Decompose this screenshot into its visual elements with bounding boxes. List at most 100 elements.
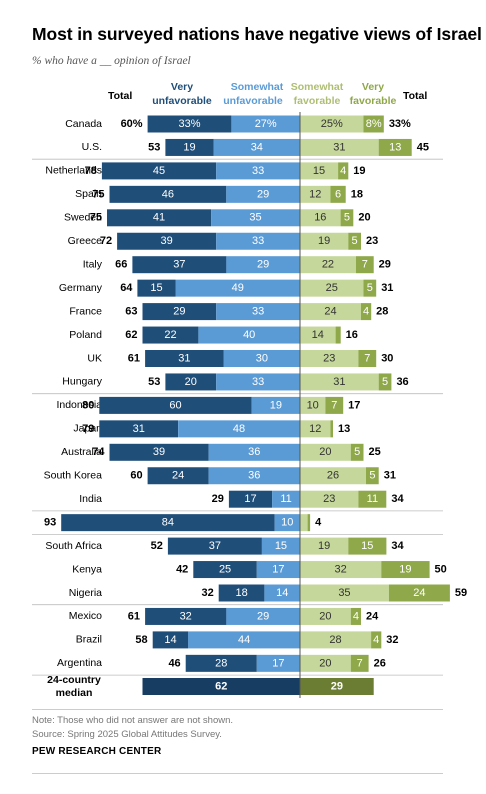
bar-somewhat-favorable	[300, 490, 359, 508]
value-label-very-unfavorable: 28	[215, 657, 227, 669]
footer-rule-bottom	[32, 773, 443, 774]
bar-somewhat-unfavorable	[223, 350, 300, 367]
total-unfavorable-germany: 64	[120, 282, 133, 294]
value-label-somewhat-favorable: 28	[329, 634, 341, 646]
total-unfavorable-u-s-: 53	[148, 141, 160, 153]
value-label-very-unfavorable: 45	[153, 165, 165, 177]
bar-median-unfavorable	[142, 678, 300, 695]
total-favorable-mexico: 24	[366, 610, 379, 622]
value-label-somewhat-unfavorable: 35	[249, 212, 261, 224]
country-label-south-korea: South Korea	[44, 470, 103, 482]
country-label-italy: Italy	[83, 258, 103, 270]
value-label-median-unfavorable: 62	[215, 680, 227, 692]
bar-somewhat-unfavorable	[188, 631, 300, 649]
bar-somewhat-favorable	[300, 232, 349, 250]
bar-very-unfavorable	[228, 490, 273, 508]
bar-very-favorable	[325, 396, 344, 414]
value-label-somewhat-unfavorable: 17	[272, 657, 284, 669]
bar-somewhat-unfavorable	[211, 209, 300, 227]
header-somewhat-unfavorable-line1: Somewhat	[231, 81, 284, 93]
total-favorable-canada: 33%	[389, 118, 411, 130]
value-label-very-favorable: 5	[344, 212, 350, 224]
value-label-very-unfavorable: 22	[164, 329, 176, 341]
country-label-spain: Spain	[75, 188, 102, 200]
bar-somewhat-unfavorable	[261, 537, 300, 555]
total-favorable-spain: 18	[351, 188, 363, 200]
total-favorable-india: 34	[391, 493, 404, 505]
bar-very-favorable	[381, 561, 430, 579]
total-favorable-australia: 25	[369, 446, 381, 458]
total-favorable-kenya: 50	[435, 563, 447, 575]
total-unfavorable-hungary: 53	[148, 376, 160, 388]
bar-very-unfavorable	[101, 162, 217, 180]
bar-somewhat-unfavorable	[256, 561, 300, 579]
bar-very-favorable	[307, 514, 311, 532]
value-label-somewhat-favorable: 12	[309, 188, 321, 200]
bar-very-unfavorable	[145, 607, 227, 625]
bar-somewhat-favorable	[300, 350, 359, 367]
bar-very-unfavorable	[117, 232, 217, 250]
bar-very-unfavorable	[145, 350, 224, 367]
value-label-very-favorable: 13	[389, 141, 401, 153]
country-label-canada: Canada	[65, 118, 102, 130]
country-label-mexico: Mexico	[69, 610, 102, 622]
value-label-somewhat-unfavorable: 30	[256, 352, 268, 364]
value-label-somewhat-unfavorable: 29	[257, 188, 269, 200]
value-label-somewhat-unfavorable: 40	[243, 329, 255, 341]
value-label-somewhat-unfavorable: 36	[248, 446, 260, 458]
bar-somewhat-unfavorable	[213, 138, 300, 156]
bar-very-unfavorable	[152, 631, 189, 649]
bar-somewhat-unfavorable	[226, 256, 300, 274]
country-label-france: France	[69, 305, 102, 317]
total-favorable-turkey: 4	[315, 517, 322, 529]
bar-somewhat-favorable	[300, 537, 349, 555]
value-label-somewhat-favorable: 23	[323, 352, 335, 364]
value-label-somewhat-favorable: 20	[319, 610, 331, 622]
bar-very-favorable	[335, 326, 341, 344]
total-unfavorable-brazil: 58	[135, 634, 147, 646]
bar-somewhat-favorable	[300, 256, 356, 274]
bar-very-favorable	[363, 279, 377, 297]
value-label-somewhat-favorable: 15	[313, 165, 325, 177]
bar-somewhat-favorable	[300, 138, 379, 156]
value-label-very-favorable: 24	[413, 587, 425, 599]
total-favorable-sweden: 20	[358, 212, 370, 224]
total-unfavorable-japan: 79	[82, 423, 94, 435]
value-label-somewhat-favorable: 31	[333, 141, 345, 153]
bar-very-favorable	[388, 584, 450, 602]
bar-somewhat-favorable	[300, 396, 326, 414]
value-label-very-unfavorable: 25	[219, 563, 231, 575]
total-favorable-italy: 29	[379, 259, 391, 271]
bar-somewhat-unfavorable	[208, 467, 300, 485]
value-label-somewhat-favorable: 20	[319, 657, 331, 669]
country-label-kenya: Kenya	[72, 563, 102, 575]
bar-very-unfavorable	[167, 537, 262, 555]
value-label-somewhat-favorable: 22	[322, 259, 334, 271]
bar-very-unfavorable	[142, 326, 199, 344]
bar-somewhat-unfavorable	[216, 232, 300, 250]
bar-somewhat-favorable	[300, 373, 379, 391]
value-label-very-unfavorable: 32	[180, 610, 192, 622]
country-label-germany: Germany	[59, 282, 103, 294]
country-label-greece: Greece	[68, 235, 103, 247]
total-unfavorable-south-korea: 60	[130, 470, 142, 482]
bar-very-favorable	[348, 537, 387, 555]
bar-somewhat-unfavorable	[226, 607, 300, 625]
bar-somewhat-unfavorable	[226, 185, 300, 203]
value-label-very-unfavorable: 17	[244, 493, 256, 505]
value-label-somewhat-unfavorable: 10	[281, 517, 293, 529]
bar-somewhat-unfavorable	[175, 279, 300, 297]
value-label-somewhat-favorable: 23	[323, 493, 335, 505]
bar-very-unfavorable	[147, 467, 209, 485]
value-label-very-favorable: 5	[352, 235, 358, 247]
value-label-very-favorable: 4	[363, 306, 369, 318]
total-favorable-netherlands: 19	[353, 165, 365, 177]
header-very-favorable-line2: favorable	[350, 95, 397, 107]
bar-very-unfavorable	[185, 654, 257, 672]
value-label-somewhat-unfavorable: 33	[252, 376, 264, 388]
country-label-japan: Japan	[73, 423, 102, 435]
footer-rule-top	[32, 709, 443, 710]
value-label-very-unfavorable: 18	[235, 587, 247, 599]
value-label-very-unfavorable: 31	[178, 352, 190, 364]
bar-very-unfavorable	[61, 514, 275, 532]
